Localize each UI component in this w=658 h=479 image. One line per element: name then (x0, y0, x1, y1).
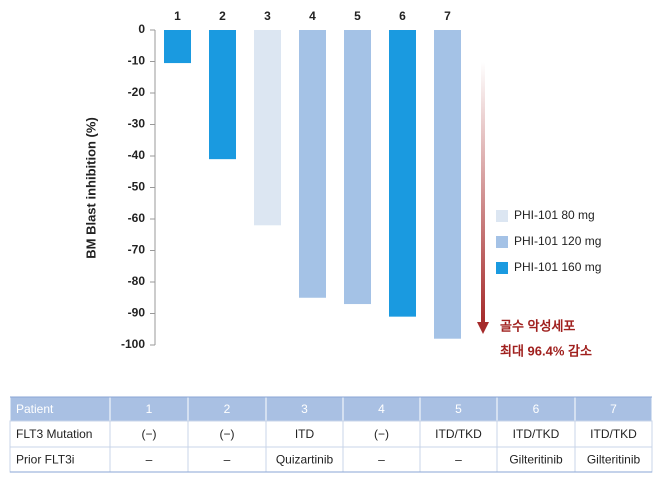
cell-text: – (455, 453, 462, 467)
cell-text: Gilteritinib (587, 453, 641, 467)
header-text: 6 (533, 402, 540, 416)
header-text: 3 (301, 402, 308, 416)
header-text: Patient (16, 402, 54, 416)
cell-text: Gilteritinib (509, 453, 563, 467)
annotation: 최대 96.4% 감소 (500, 343, 592, 358)
y-tick-label: -70 (128, 243, 146, 257)
legend-swatch (496, 262, 508, 274)
x-tick-label: 5 (354, 9, 361, 23)
cell-text: – (224, 453, 231, 467)
bar (209, 30, 236, 160)
annotation: 골수 악성세포 (500, 318, 575, 333)
cell-text: (−) (374, 427, 389, 441)
cell-text: (−) (220, 427, 235, 441)
cell-text: (−) (142, 427, 157, 441)
bar (344, 30, 371, 305)
y-tick-label: 0 (138, 22, 145, 36)
cell-text: ITD (295, 427, 315, 441)
legend-label: PHI-101 120 mg (514, 234, 601, 248)
header-text: 7 (610, 402, 617, 416)
header-text: 4 (378, 402, 385, 416)
header-text: 1 (146, 402, 153, 416)
cell-text: Prior FLT3i (16, 453, 74, 467)
table-cell (265, 446, 344, 473)
x-tick-label: 4 (309, 9, 316, 23)
table-cell (574, 420, 653, 448)
header-cell (9, 396, 111, 422)
header-cell (496, 396, 576, 422)
table-cell (9, 446, 111, 473)
y-tick-label: -90 (128, 306, 146, 320)
y-tick-label: -20 (128, 85, 146, 99)
y-tick-label: -50 (128, 180, 146, 194)
table-cell (109, 446, 189, 473)
legend-swatch (496, 210, 508, 222)
table-cell (9, 420, 111, 448)
table-cell (109, 420, 189, 448)
bar (389, 30, 416, 317)
cell-text: Quizartinib (276, 453, 334, 467)
y-tick-label: -100 (121, 337, 145, 351)
x-tick-label: 1 (174, 9, 181, 23)
x-tick-label: 7 (444, 9, 451, 23)
legend-label: PHI-101 160 mg (514, 260, 601, 274)
x-tick-label: 6 (399, 9, 406, 23)
arrow-head (477, 322, 489, 334)
table-cell (574, 446, 653, 473)
y-tick-label: -10 (128, 54, 146, 68)
cell-text: ITD/TKD (435, 427, 482, 441)
table-cell (419, 446, 498, 473)
x-tick-label: 2 (219, 9, 226, 23)
x-tick-label: 3 (264, 9, 271, 23)
cell-text: ITD/TKD (513, 427, 560, 441)
bar (164, 30, 191, 64)
y-axis-label: BM Blast inhibition (%) (83, 117, 98, 259)
y-tick-label: -60 (128, 211, 146, 225)
bar (299, 30, 326, 298)
header-text: 2 (224, 402, 231, 416)
cell-text: – (146, 453, 153, 467)
cell-text: – (378, 453, 385, 467)
bar (434, 30, 461, 339)
legend-swatch (496, 236, 508, 248)
cell-text: ITD/TKD (590, 427, 637, 441)
bar (254, 30, 281, 226)
legend-label: PHI-101 80 mg (514, 208, 595, 222)
cell-text: FLT3 Mutation (16, 427, 92, 441)
arrow-shaft (481, 62, 485, 324)
y-tick-label: -30 (128, 117, 146, 131)
header-text: 5 (455, 402, 462, 416)
y-tick-label: -40 (128, 148, 146, 162)
y-tick-label: -80 (128, 274, 146, 288)
